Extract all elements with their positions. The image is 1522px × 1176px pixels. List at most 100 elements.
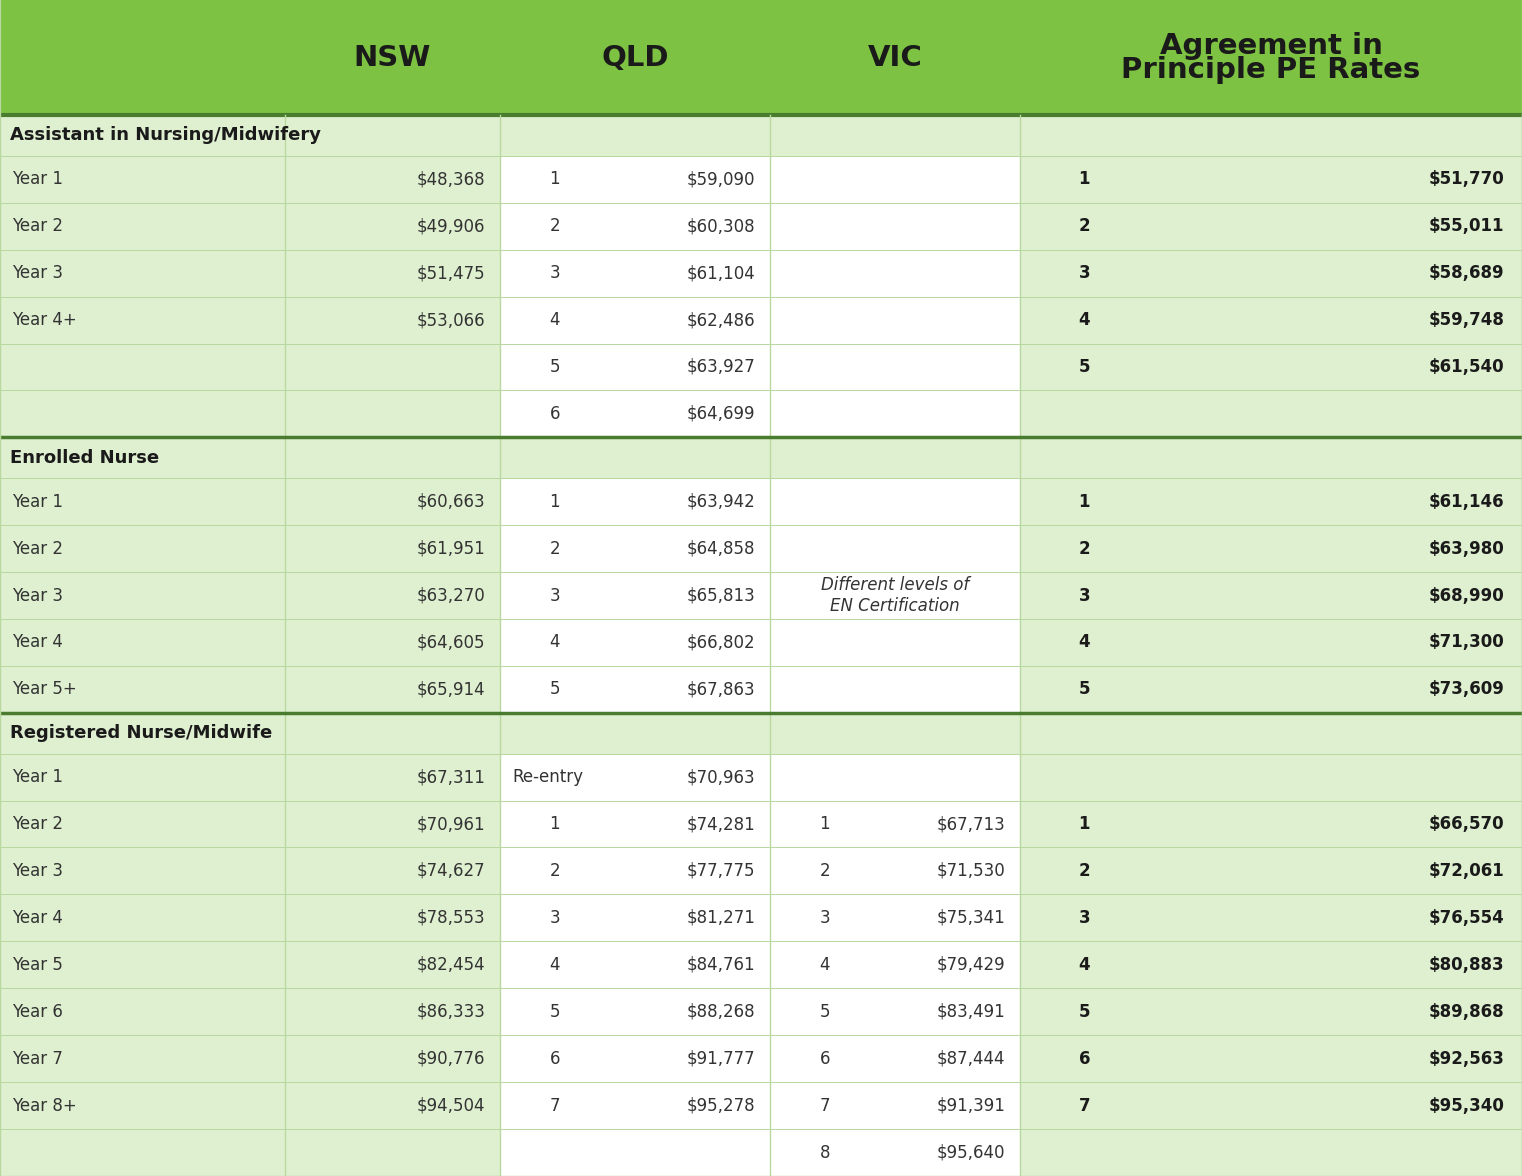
Bar bbox=[0, 115, 285, 437]
Bar bbox=[501, 437, 770, 713]
Bar bbox=[770, 115, 1020, 437]
Text: $82,454: $82,454 bbox=[417, 956, 486, 974]
Text: 2: 2 bbox=[549, 218, 560, 235]
Text: 6: 6 bbox=[1079, 1050, 1090, 1068]
Bar bbox=[501, 115, 770, 437]
Text: $75,341: $75,341 bbox=[936, 909, 1005, 927]
Text: Year 8+: Year 8+ bbox=[12, 1096, 76, 1115]
Bar bbox=[1020, 713, 1522, 754]
Text: 4: 4 bbox=[1079, 312, 1090, 329]
Text: $92,563: $92,563 bbox=[1428, 1050, 1504, 1068]
Text: $80,883: $80,883 bbox=[1428, 956, 1504, 974]
Text: 1: 1 bbox=[1079, 493, 1090, 510]
Text: $74,281: $74,281 bbox=[686, 815, 755, 833]
Text: 4: 4 bbox=[549, 956, 560, 974]
Text: $78,553: $78,553 bbox=[417, 909, 486, 927]
Bar bbox=[770, 437, 1020, 713]
Text: $53,066: $53,066 bbox=[417, 312, 486, 329]
Text: Year 1: Year 1 bbox=[12, 493, 62, 510]
Text: $65,914: $65,914 bbox=[417, 681, 486, 699]
Text: Year 6: Year 6 bbox=[12, 1003, 62, 1021]
Text: 1: 1 bbox=[819, 815, 829, 833]
Bar bbox=[285, 713, 501, 1176]
Text: 3: 3 bbox=[1079, 909, 1090, 927]
Text: 5: 5 bbox=[1079, 1003, 1090, 1021]
Bar bbox=[770, 713, 1020, 754]
Text: $61,146: $61,146 bbox=[1428, 493, 1504, 510]
Bar bbox=[0, 0, 1522, 115]
Text: $67,863: $67,863 bbox=[686, 681, 755, 699]
Text: Year 1: Year 1 bbox=[12, 171, 62, 188]
Text: 4: 4 bbox=[549, 634, 560, 652]
Text: $63,980: $63,980 bbox=[1428, 540, 1504, 557]
Text: $72,061: $72,061 bbox=[1428, 862, 1504, 880]
Text: Principle PE Rates: Principle PE Rates bbox=[1122, 55, 1420, 83]
Bar bbox=[285, 115, 501, 437]
Text: $62,486: $62,486 bbox=[686, 312, 755, 329]
Text: $77,775: $77,775 bbox=[686, 862, 755, 880]
Text: $94,504: $94,504 bbox=[417, 1096, 486, 1115]
Text: 6: 6 bbox=[819, 1050, 829, 1068]
Text: VIC: VIC bbox=[868, 44, 922, 72]
Text: Year 3: Year 3 bbox=[12, 587, 62, 604]
Text: 1: 1 bbox=[549, 171, 560, 188]
Text: $71,530: $71,530 bbox=[936, 862, 1005, 880]
Text: 4: 4 bbox=[819, 956, 829, 974]
Text: Year 7: Year 7 bbox=[12, 1050, 62, 1068]
Text: $60,663: $60,663 bbox=[417, 493, 486, 510]
Bar bbox=[770, 713, 1020, 1176]
Text: $83,491: $83,491 bbox=[936, 1003, 1005, 1021]
Bar bbox=[770, 437, 1020, 479]
Text: $66,570: $66,570 bbox=[1428, 815, 1504, 833]
Text: $95,640: $95,640 bbox=[936, 1143, 1005, 1162]
Text: $73,609: $73,609 bbox=[1428, 681, 1504, 699]
Bar bbox=[0, 437, 285, 479]
Bar bbox=[1020, 713, 1522, 1176]
Text: Agreement in: Agreement in bbox=[1160, 32, 1382, 60]
Text: $51,475: $51,475 bbox=[417, 265, 486, 282]
Text: 4: 4 bbox=[549, 312, 560, 329]
Text: 5: 5 bbox=[549, 681, 560, 699]
Bar bbox=[0, 713, 285, 1176]
Text: $91,777: $91,777 bbox=[686, 1050, 755, 1068]
Text: $55,011: $55,011 bbox=[1429, 218, 1504, 235]
Text: $84,761: $84,761 bbox=[686, 956, 755, 974]
Text: 6: 6 bbox=[549, 405, 560, 423]
Text: Re-entry: Re-entry bbox=[511, 768, 583, 786]
Text: Year 4: Year 4 bbox=[12, 909, 62, 927]
Text: $79,429: $79,429 bbox=[936, 956, 1005, 974]
Text: Different levels of
EN Certification: Different levels of EN Certification bbox=[820, 576, 970, 615]
Text: 7: 7 bbox=[549, 1096, 560, 1115]
Text: 2: 2 bbox=[819, 862, 829, 880]
Bar bbox=[501, 437, 770, 479]
Text: $48,368: $48,368 bbox=[417, 171, 486, 188]
Text: $61,540: $61,540 bbox=[1428, 358, 1504, 376]
Text: $64,858: $64,858 bbox=[686, 540, 755, 557]
Text: Year 5+: Year 5+ bbox=[12, 681, 76, 699]
Bar bbox=[285, 713, 501, 754]
Text: $51,770: $51,770 bbox=[1428, 171, 1504, 188]
Text: Year 3: Year 3 bbox=[12, 862, 62, 880]
Bar bbox=[501, 115, 770, 155]
Text: $87,444: $87,444 bbox=[936, 1050, 1005, 1068]
Bar bbox=[1020, 437, 1522, 479]
Bar bbox=[1020, 437, 1522, 713]
Text: $81,271: $81,271 bbox=[686, 909, 755, 927]
Text: 6: 6 bbox=[549, 1050, 560, 1068]
Text: 3: 3 bbox=[1079, 587, 1090, 604]
Text: $59,090: $59,090 bbox=[686, 171, 755, 188]
Text: 3: 3 bbox=[1079, 265, 1090, 282]
Text: Year 2: Year 2 bbox=[12, 218, 62, 235]
Text: 2: 2 bbox=[1079, 540, 1090, 557]
Text: NSW: NSW bbox=[353, 44, 431, 72]
Text: $64,605: $64,605 bbox=[417, 634, 486, 652]
Text: 4: 4 bbox=[1079, 956, 1090, 974]
Text: Year 4+: Year 4+ bbox=[12, 312, 76, 329]
Text: $63,270: $63,270 bbox=[416, 587, 486, 604]
Text: 2: 2 bbox=[1079, 218, 1090, 235]
Text: Year 2: Year 2 bbox=[12, 815, 62, 833]
Text: 5: 5 bbox=[1079, 358, 1090, 376]
Text: $76,554: $76,554 bbox=[1428, 909, 1504, 927]
Bar bbox=[501, 713, 770, 754]
Bar bbox=[0, 437, 285, 713]
